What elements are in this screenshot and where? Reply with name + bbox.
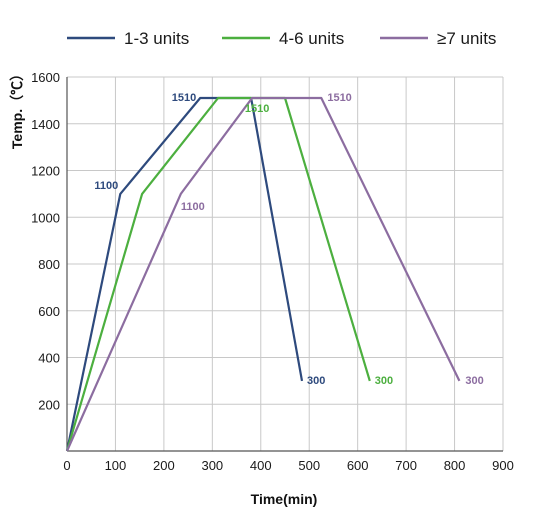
x-tick-label: 600	[347, 458, 369, 473]
data-label: 1510	[327, 92, 351, 104]
x-tick-label: 0	[63, 458, 70, 473]
y-axis-label: Temp.（℃）	[9, 67, 25, 149]
x-axis-ticks: 0 100 200 300 400 500 600 700 800 900	[63, 458, 513, 473]
legend-label-1: 1-3 units	[124, 29, 189, 48]
series-line-1	[65, 96, 304, 452]
x-tick-label: 300	[201, 458, 223, 473]
data-labels: 1100 1510 300 1510 300 1100 1510 300	[94, 92, 483, 387]
grid	[67, 76, 504, 451]
axes	[66, 77, 503, 452]
legend: 1-3 units 4-6 units ≥7 units	[67, 29, 496, 48]
data-label: 1510	[172, 92, 196, 104]
x-tick-label: 800	[444, 458, 466, 473]
y-tick-label: 600	[38, 304, 60, 319]
data-label: 1100	[94, 180, 118, 192]
data-label: 300	[307, 375, 325, 387]
y-tick-label: 1000	[31, 210, 60, 225]
x-tick-label: 400	[250, 458, 272, 473]
x-axis-label: Time(min)	[251, 491, 318, 507]
y-tick-label: 1600	[31, 70, 60, 85]
x-tick-label: 200	[153, 458, 175, 473]
y-tick-label: 1400	[31, 117, 60, 132]
y-axis-ticks: 200 400 600 800 1000 1200 1400 1600	[31, 70, 60, 412]
x-tick-label: 500	[298, 458, 320, 473]
y-tick-label: 1200	[31, 164, 60, 179]
data-label: 1510	[245, 103, 269, 115]
x-tick-label: 700	[395, 458, 417, 473]
legend-label-3: ≥7 units	[437, 29, 496, 48]
y-tick-label: 800	[38, 257, 60, 272]
x-tick-label: 100	[105, 458, 127, 473]
data-label: 300	[465, 375, 483, 387]
series-lines	[65, 96, 461, 452]
legend-label-2: 4-6 units	[279, 29, 344, 48]
data-label: 300	[375, 375, 393, 387]
series-line-3	[65, 96, 461, 452]
x-tick-label: 900	[492, 458, 514, 473]
data-label: 1100	[181, 201, 205, 213]
series-line-2	[65, 96, 371, 452]
y-tick-label: 400	[38, 351, 60, 366]
y-tick-label: 200	[38, 397, 60, 412]
